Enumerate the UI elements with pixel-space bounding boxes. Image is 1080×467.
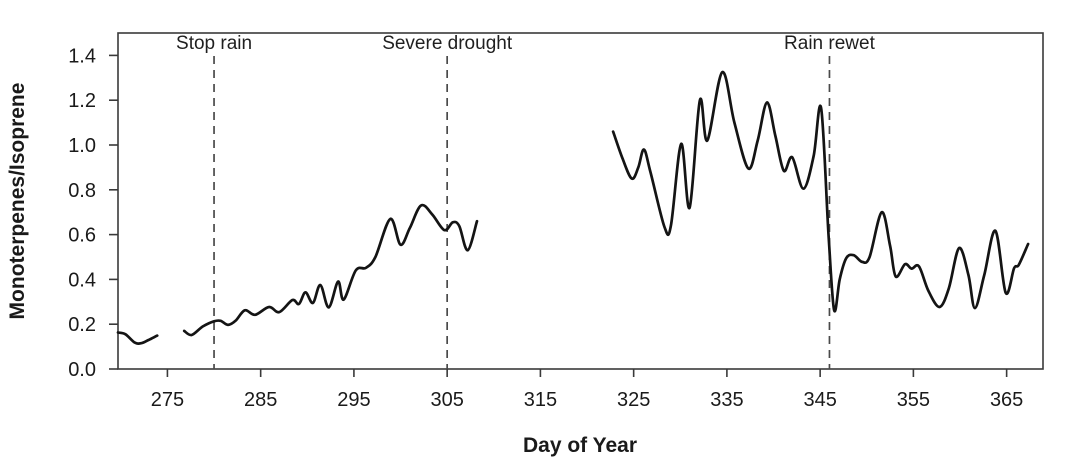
- x-tick-label: 325: [617, 389, 650, 411]
- x-tick-label: 315: [524, 389, 557, 411]
- x-axis-title: Day of Year: [523, 434, 637, 457]
- x-tick-label: 345: [803, 389, 836, 411]
- y-tick-label: 1.0: [68, 135, 96, 157]
- y-axis-title: Monoterpenes/Isoprene: [6, 83, 29, 320]
- y-tick-label: 1.4: [68, 45, 96, 67]
- y-tick-label: 0.4: [68, 269, 96, 291]
- series-path-segment-1: [116, 331, 159, 345]
- chart-generated-layer: 275 285 295 305 315 325 335 345 355 365 0.0 0.2 0.4 0…: [68, 32, 1044, 411]
- x-tick-label: 365: [990, 389, 1023, 411]
- x-tick-label: 355: [897, 389, 930, 411]
- x-tick-label: 335: [710, 389, 743, 411]
- event-label-rain-rewet: Rain rewet: [784, 33, 876, 54]
- event-label-severe-drought: Severe drought: [382, 33, 513, 54]
- x-tick-label: 295: [337, 389, 370, 411]
- y-tick-label: 0.8: [68, 180, 96, 202]
- plot-frame: [117, 32, 1044, 370]
- y-tick-label: 0.6: [68, 225, 96, 247]
- event-label-stop-rain: Stop rain: [176, 33, 252, 54]
- series-path-segment-2: [182, 203, 479, 337]
- y-tick-label: 0.0: [68, 359, 96, 381]
- y-tick-label: 0.2: [68, 314, 96, 336]
- x-tick-label: 285: [244, 389, 277, 411]
- x-tick-label: 305: [430, 389, 463, 411]
- x-tick-label: 275: [151, 389, 184, 411]
- series-path-segment-3: [611, 70, 1030, 313]
- y-tick-label: 1.2: [68, 90, 96, 112]
